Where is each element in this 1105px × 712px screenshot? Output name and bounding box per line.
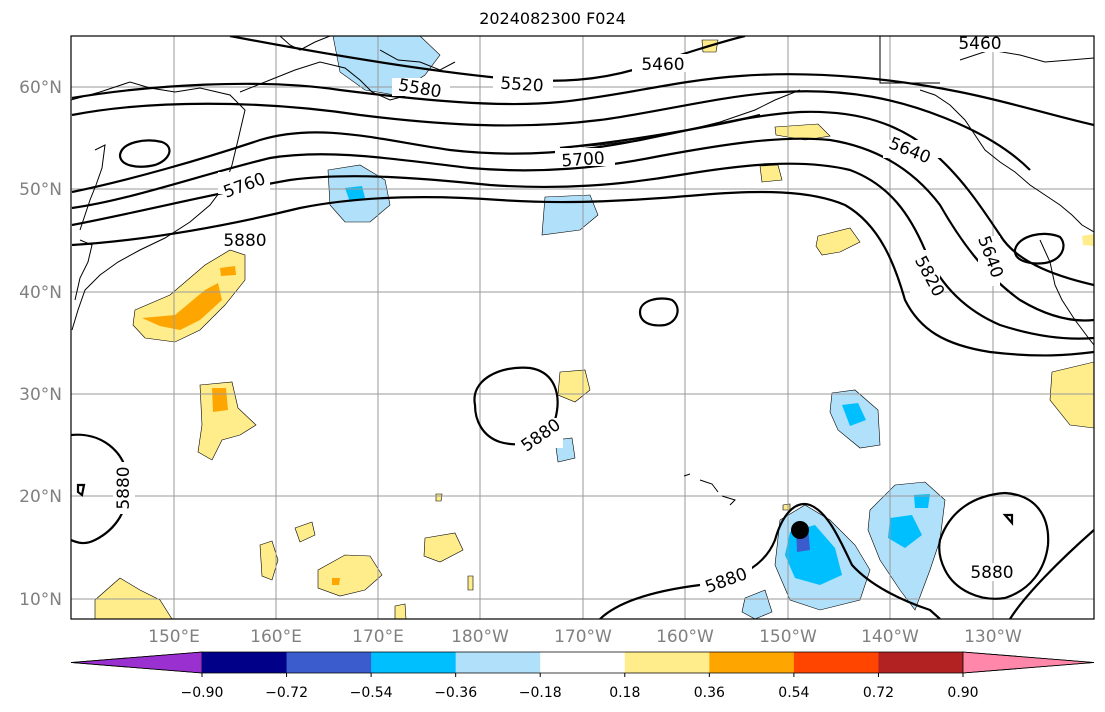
lon-label: 150°E xyxy=(148,627,200,647)
colorbar: −0.90 −0.72 −0.54 −0.36 −0.18 0.18 0.36 0.54 0.7… xyxy=(70,651,1095,701)
colorbar-tick-label: 0.18 xyxy=(609,685,640,701)
contour-label: 5520 xyxy=(500,74,545,97)
contour-label: 5880 xyxy=(114,466,134,509)
colorbar-tick-label: 0.90 xyxy=(947,685,978,701)
contour-label: 5700 xyxy=(561,149,606,172)
lon-label: 150°W xyxy=(759,627,817,647)
lon-label: 140°W xyxy=(861,627,919,647)
lat-label: 20°N xyxy=(19,487,62,507)
colorbar-segment xyxy=(793,652,879,673)
lon-label: 160°W xyxy=(656,627,714,647)
lat-label: 50°N xyxy=(19,180,62,200)
lon-label: 170°E xyxy=(352,627,404,647)
colorbar-tick-label: −0.36 xyxy=(434,685,477,701)
longitude-labels: 150°E 160°E 170°E 180°W 170°W 160°W 150°… xyxy=(148,627,1022,647)
contour-label: 5880 xyxy=(223,231,266,251)
colorbar-extend-max xyxy=(962,651,1095,674)
colorbar-segment xyxy=(286,652,372,673)
lon-label: 170°W xyxy=(554,627,612,647)
lon-label: 180°W xyxy=(451,627,509,647)
lon-label: 160°E xyxy=(250,627,302,647)
lat-label: 60°N xyxy=(19,78,62,98)
tropical-cyclone-marker xyxy=(791,521,809,539)
colorbar-segment xyxy=(878,652,964,673)
colorbar-extend-min xyxy=(70,651,203,674)
colorbar-segment xyxy=(709,652,795,673)
contour-label: 5880 xyxy=(970,563,1013,583)
colorbar-tick-label: 0.54 xyxy=(778,685,809,701)
colorbar-tick-label: −0.72 xyxy=(265,685,308,701)
colorbar-segment xyxy=(624,652,710,673)
lat-label: 40°N xyxy=(19,283,62,303)
contour-label: 5460 xyxy=(958,34,1001,54)
contour-label: 5460 xyxy=(641,55,684,75)
contour-labels: 5460 5460 5520 5580 5640 5640 5700 5760 … xyxy=(113,34,1019,598)
colorbar-tick-label: 0.72 xyxy=(863,685,894,701)
lat-label: 10°N xyxy=(19,590,62,610)
map-frame xyxy=(70,35,1095,620)
colorbar-tick-label: 0.36 xyxy=(694,685,725,701)
height-contours xyxy=(71,36,1094,619)
map-panel: 5460 5460 5520 5580 5640 5640 5700 5760 … xyxy=(71,34,1094,619)
map-title: 2024082300 F024 xyxy=(479,9,626,28)
colorbar-segment xyxy=(371,652,457,673)
colorbar-segment xyxy=(540,652,626,673)
lon-label: 130°W xyxy=(964,627,1022,647)
lat-label: 30°N xyxy=(19,385,62,405)
latitude-labels: 60°N 50°N 40°N 30°N 20°N 10°N xyxy=(19,78,62,610)
colorbar-tick-label: −0.90 xyxy=(181,685,224,701)
colorbar-tick-label: −0.18 xyxy=(519,685,562,701)
colorbar-segment xyxy=(455,652,541,673)
colorbar-tick-label: −0.54 xyxy=(350,685,393,701)
colorbar-segment xyxy=(202,652,288,673)
